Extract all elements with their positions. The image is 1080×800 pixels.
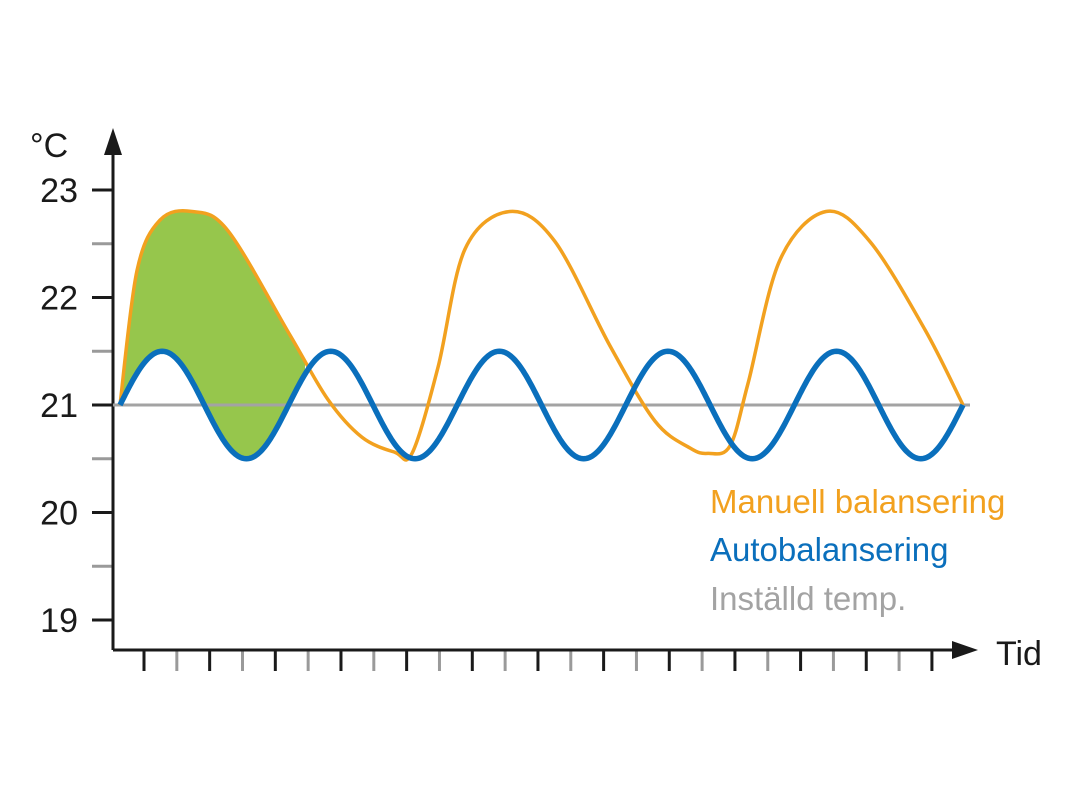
series-manual-line bbox=[118, 208, 965, 462]
y-axis-arrow bbox=[104, 128, 122, 155]
x-axis-label: Tid bbox=[996, 635, 1042, 673]
y-tick-label: 21 bbox=[40, 387, 78, 425]
y-tick-label: 19 bbox=[40, 602, 78, 640]
legend-manual: Manuell balansering bbox=[710, 483, 1005, 520]
y-tick-label: 20 bbox=[40, 495, 78, 533]
y-axis-ticks bbox=[92, 188, 113, 622]
series-auto-line bbox=[117, 348, 966, 462]
x-axis-arrow bbox=[952, 641, 978, 659]
legend-auto: Autobalansering bbox=[710, 531, 949, 568]
highlight-area bbox=[120, 210, 305, 459]
y-tick-label: 23 bbox=[40, 172, 78, 210]
y-axis-unit-label: °C bbox=[30, 127, 68, 165]
x-axis-ticks bbox=[142, 650, 934, 671]
highlight-fill-area bbox=[120, 210, 305, 459]
y-axis-tick-labels: 23 22 21 20 19 bbox=[40, 172, 78, 640]
legend-setpoint: Inställd temp. bbox=[710, 580, 906, 617]
y-tick-label: 22 bbox=[40, 280, 78, 318]
